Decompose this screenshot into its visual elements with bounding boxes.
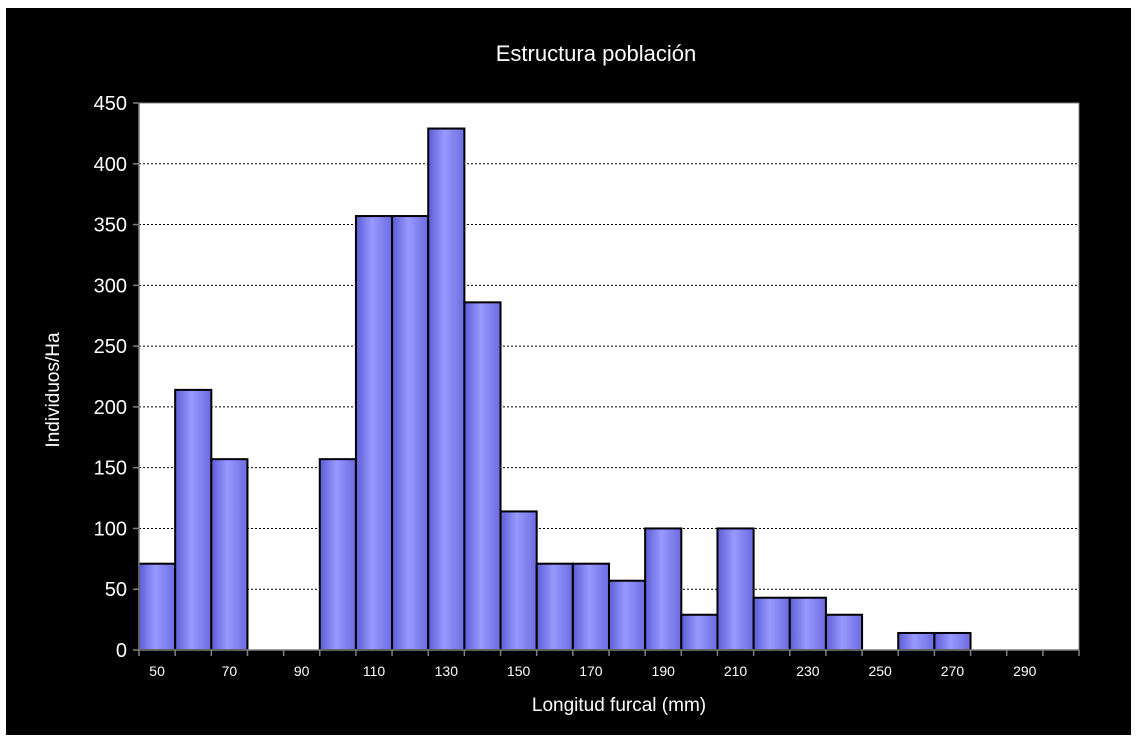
bar-200: [680, 613, 719, 652]
x-tick-label: 70: [222, 663, 238, 679]
y-tick-label: 150: [94, 458, 127, 480]
x-tick-label: 250: [868, 663, 892, 679]
chart-title: Estructura población: [496, 41, 697, 66]
bar-190: [644, 527, 683, 652]
x-tick-label: 230: [796, 663, 820, 679]
y-axis-ticks: 0 50 100 150 200 250 300 350 400 450: [94, 93, 139, 662]
y-tick-label: 400: [94, 154, 127, 176]
y-tick-label: 450: [94, 93, 127, 115]
chart-frame: Estructura población 0 50 100 150 200 250 300 3…: [6, 8, 1131, 735]
y-axis-title: Individuos/Ha: [43, 332, 64, 448]
x-tick-label: 150: [507, 663, 531, 679]
y-tick-label: 350: [94, 215, 127, 237]
y-tick-label: 200: [94, 397, 127, 419]
bar-50: [138, 562, 177, 651]
bar-130: [427, 127, 466, 651]
bar-140: [463, 301, 502, 651]
x-tick-label: 170: [579, 663, 603, 679]
bar-260: [897, 631, 936, 652]
x-axis-title: Longitud furcal (mm): [532, 695, 706, 716]
y-tick-label: 250: [94, 336, 127, 358]
bar-210: [716, 527, 755, 652]
bar-150: [499, 510, 538, 651]
y-tick-label: 0: [116, 640, 127, 662]
bar-180: [608, 579, 647, 651]
x-tick-label: 90: [294, 663, 310, 679]
x-tick-label: 110: [363, 663, 386, 679]
y-tick-label: 300: [94, 275, 127, 297]
bar-120: [391, 215, 430, 651]
bars: [138, 127, 972, 652]
bar-100: [318, 458, 357, 651]
y-tick-label: 100: [94, 518, 127, 540]
bar-160: [535, 562, 574, 651]
x-tick-label: 130: [435, 663, 459, 679]
x-axis-ticks: 50 70 90 110 130 150 170 190 210 230 250 270 290: [138, 650, 1080, 679]
bar-110: [354, 215, 394, 651]
x-tick-label: 190: [652, 663, 676, 679]
y-tick-label: 50: [105, 579, 127, 601]
bar-220: [752, 596, 791, 652]
bar-240: [824, 613, 864, 652]
bar-170: [571, 562, 610, 651]
x-tick-label: 290: [1013, 663, 1037, 679]
x-tick-label: 50: [149, 663, 165, 679]
bar-70: [210, 458, 249, 651]
x-tick-label: 270: [941, 663, 965, 679]
bar-230: [788, 596, 827, 652]
bar-60: [174, 388, 213, 651]
x-tick-label: 210: [724, 663, 748, 679]
bar-270: [933, 631, 972, 652]
histogram-chart: Estructura población 0 50 100 150 200 250 300 3…: [43, 41, 1080, 716]
plot-area: [139, 103, 1079, 650]
